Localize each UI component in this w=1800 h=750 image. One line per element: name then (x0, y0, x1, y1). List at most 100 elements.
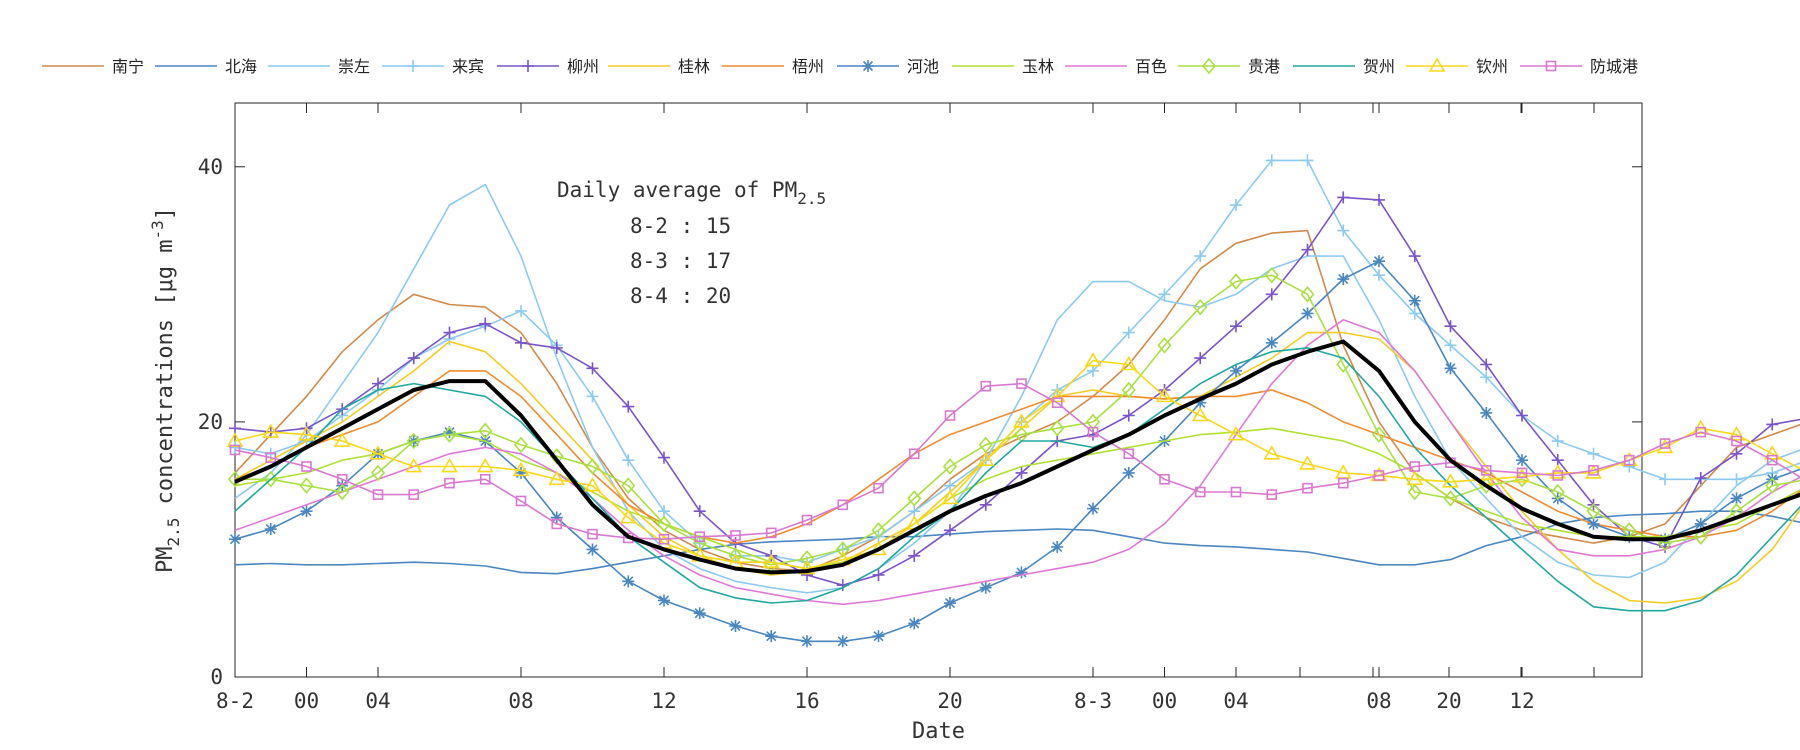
data-point (515, 495, 527, 507)
data-point (1587, 517, 1600, 530)
data-point (1016, 378, 1027, 389)
data-point (619, 508, 637, 524)
series-梧州 (234, 370, 1800, 544)
legend-label: 桂林 (678, 57, 710, 76)
series-line (234, 196, 1800, 586)
legend-item: 防城港 (1520, 57, 1638, 76)
series-玉林 (234, 427, 1800, 570)
legend-item: 贵港 (1178, 57, 1280, 76)
data-point (835, 541, 850, 558)
data-point (1588, 465, 1599, 476)
y-axis-label: PM2.5 concentrations [μg m-3] (148, 207, 183, 573)
data-point (370, 464, 386, 482)
legend-item: 南宁 (42, 57, 144, 76)
data-point (585, 458, 600, 475)
data-point (229, 533, 241, 546)
data-point (584, 477, 601, 492)
data-point (1230, 320, 1242, 333)
data-point (1406, 470, 1424, 486)
data-point (1552, 470, 1564, 481)
data-point (1087, 502, 1099, 515)
data-point (658, 505, 670, 518)
data-point (1263, 445, 1281, 460)
series-百色 (234, 319, 1800, 606)
legend-label: 钦州 (1476, 57, 1508, 76)
legend-marker (1201, 57, 1217, 75)
data-point (979, 498, 992, 511)
data-point (944, 410, 956, 421)
data-point (372, 489, 384, 500)
x-tick-label: 8-3 (1074, 689, 1112, 713)
data-point (1585, 464, 1602, 479)
data-point (1227, 426, 1245, 441)
data-point (443, 426, 456, 439)
data-point (944, 479, 956, 492)
data-point (1763, 445, 1781, 460)
data-point (408, 489, 420, 500)
x-tick-label: 04 (1223, 689, 1248, 713)
data-point (1159, 473, 1170, 485)
data-point (1085, 413, 1101, 431)
data-point (1015, 566, 1028, 579)
data-point (836, 635, 849, 648)
data-point (1731, 435, 1742, 447)
data-point (372, 377, 384, 390)
series-regional-mean (234, 339, 1800, 575)
x-tick-label: 20 (937, 689, 962, 713)
series-line (234, 427, 1800, 570)
data-point (658, 451, 670, 464)
legend: 南宁 北海 崇左 来宾 柳州 桂林 梧州 河池 玉林 百色 贵港 贺州 钦州 防城港 (42, 57, 1638, 76)
legend-marker (522, 60, 534, 72)
data-point (1444, 339, 1457, 352)
legend-label: 来宾 (452, 57, 484, 76)
legend-marker (1545, 60, 1557, 72)
data-point (441, 457, 458, 473)
data-point (1337, 273, 1350, 286)
annotation-line-8-4: 8-4 : 20 (630, 284, 731, 308)
data-point (586, 362, 599, 375)
series-line (234, 370, 1800, 544)
data-point (1228, 273, 1244, 290)
data-point (1337, 224, 1350, 237)
legend-label: 梧州 (792, 57, 824, 76)
data-point (1265, 288, 1278, 301)
y-axis-label-rest: concentrations [μg m (153, 239, 178, 517)
legend-item: 来宾 (382, 57, 484, 76)
data-point (1051, 397, 1063, 409)
data-point (762, 553, 780, 568)
data-point (1656, 438, 1674, 454)
data-point (1695, 426, 1707, 438)
data-point (1659, 473, 1671, 486)
data-point (872, 630, 885, 643)
data-point (1408, 307, 1421, 320)
annotation-line-8-3: 8-3 : 17 (630, 249, 731, 273)
tick-labels: 0 20 40 8-2 00 04 08 12 16 20 8-3 00 04 08 12 20 (198, 155, 1535, 713)
data-point (369, 445, 387, 460)
data-point (335, 483, 350, 501)
data-point (515, 336, 527, 349)
data-point (942, 458, 958, 475)
data-point (1265, 336, 1278, 349)
data-point (1265, 154, 1278, 167)
data-point (872, 568, 885, 581)
data-point (1194, 352, 1207, 365)
data-point (262, 423, 280, 438)
legend-label: 百色 (1135, 57, 1167, 76)
x-axis-label: Date (912, 719, 965, 744)
y-axis-label-sup: -3 (148, 220, 167, 239)
data-point (265, 452, 277, 463)
data-point (979, 581, 992, 594)
data-point (1371, 426, 1387, 443)
data-point (1373, 193, 1385, 206)
data-point (1122, 409, 1135, 422)
data-point (621, 477, 636, 494)
data-point (587, 528, 598, 540)
legend-label: 南宁 (112, 57, 144, 76)
series-来宾 (229, 154, 1800, 569)
data-point (476, 457, 494, 473)
data-point (908, 448, 920, 460)
legend-label: 河池 (907, 57, 939, 76)
data-point (550, 511, 563, 524)
data-point (1443, 490, 1458, 507)
